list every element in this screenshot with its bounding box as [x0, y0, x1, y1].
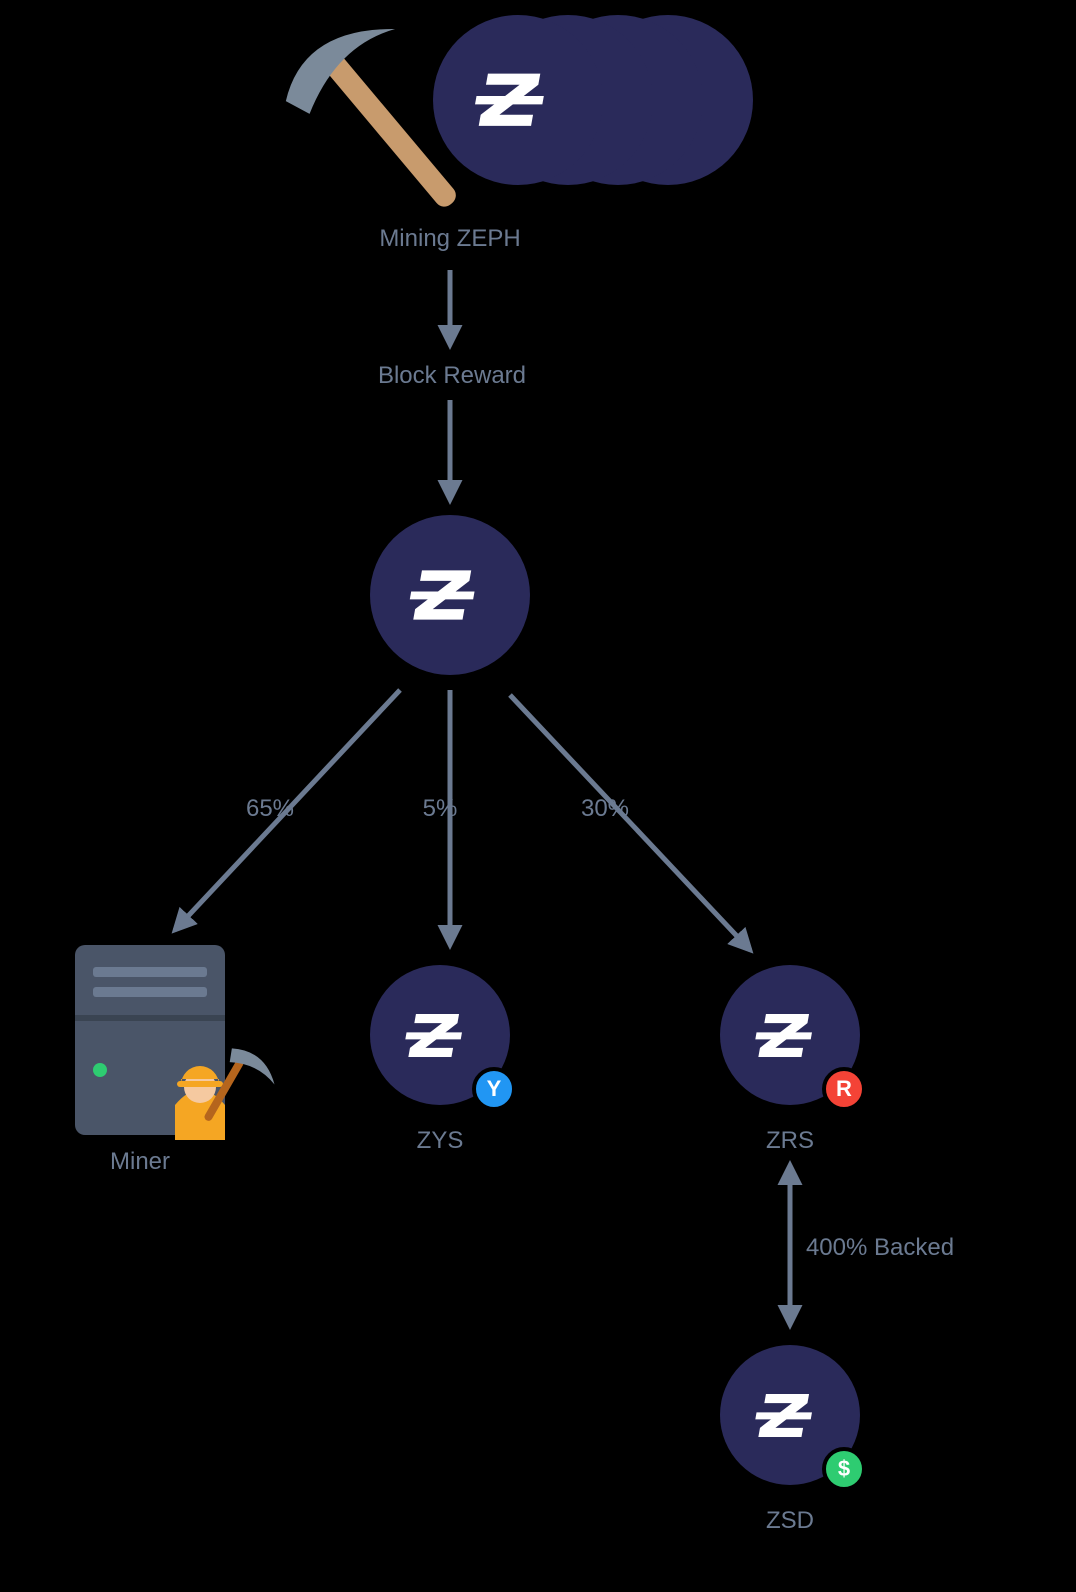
zys-badge-icon: Y: [472, 1067, 516, 1111]
zsd-badge-icon: $: [822, 1447, 866, 1491]
pct-left-label: 65%: [246, 795, 294, 823]
zsd-label: ZSD: [766, 1507, 814, 1535]
center-coin: [370, 515, 530, 675]
mining-label: Mining ZEPH: [379, 225, 520, 253]
zys-coin: Y: [370, 965, 510, 1105]
z-glyph-icon: [406, 551, 494, 639]
top-coin: [433, 15, 603, 185]
miner-icon: [75, 945, 282, 1140]
z-glyph-icon: [752, 1377, 829, 1454]
backed-label: 400% Backed: [806, 1234, 954, 1262]
pct-mid-label: 5%: [423, 795, 458, 823]
z-glyph-icon: [752, 997, 829, 1074]
z-glyph-icon: [402, 997, 479, 1074]
block-reward-label: Block Reward: [378, 362, 526, 390]
zrs-coin: R: [720, 965, 860, 1105]
z-glyph-icon: [471, 53, 565, 147]
zsd-coin: $: [720, 1345, 860, 1485]
pct-right-label: 30%: [581, 795, 629, 823]
zys-label: ZYS: [417, 1127, 464, 1155]
zrs-badge-icon: R: [822, 1067, 866, 1111]
miner-label: Miner: [110, 1148, 170, 1176]
zrs-label: ZRS: [766, 1127, 814, 1155]
flow-arrow: [510, 695, 750, 950]
